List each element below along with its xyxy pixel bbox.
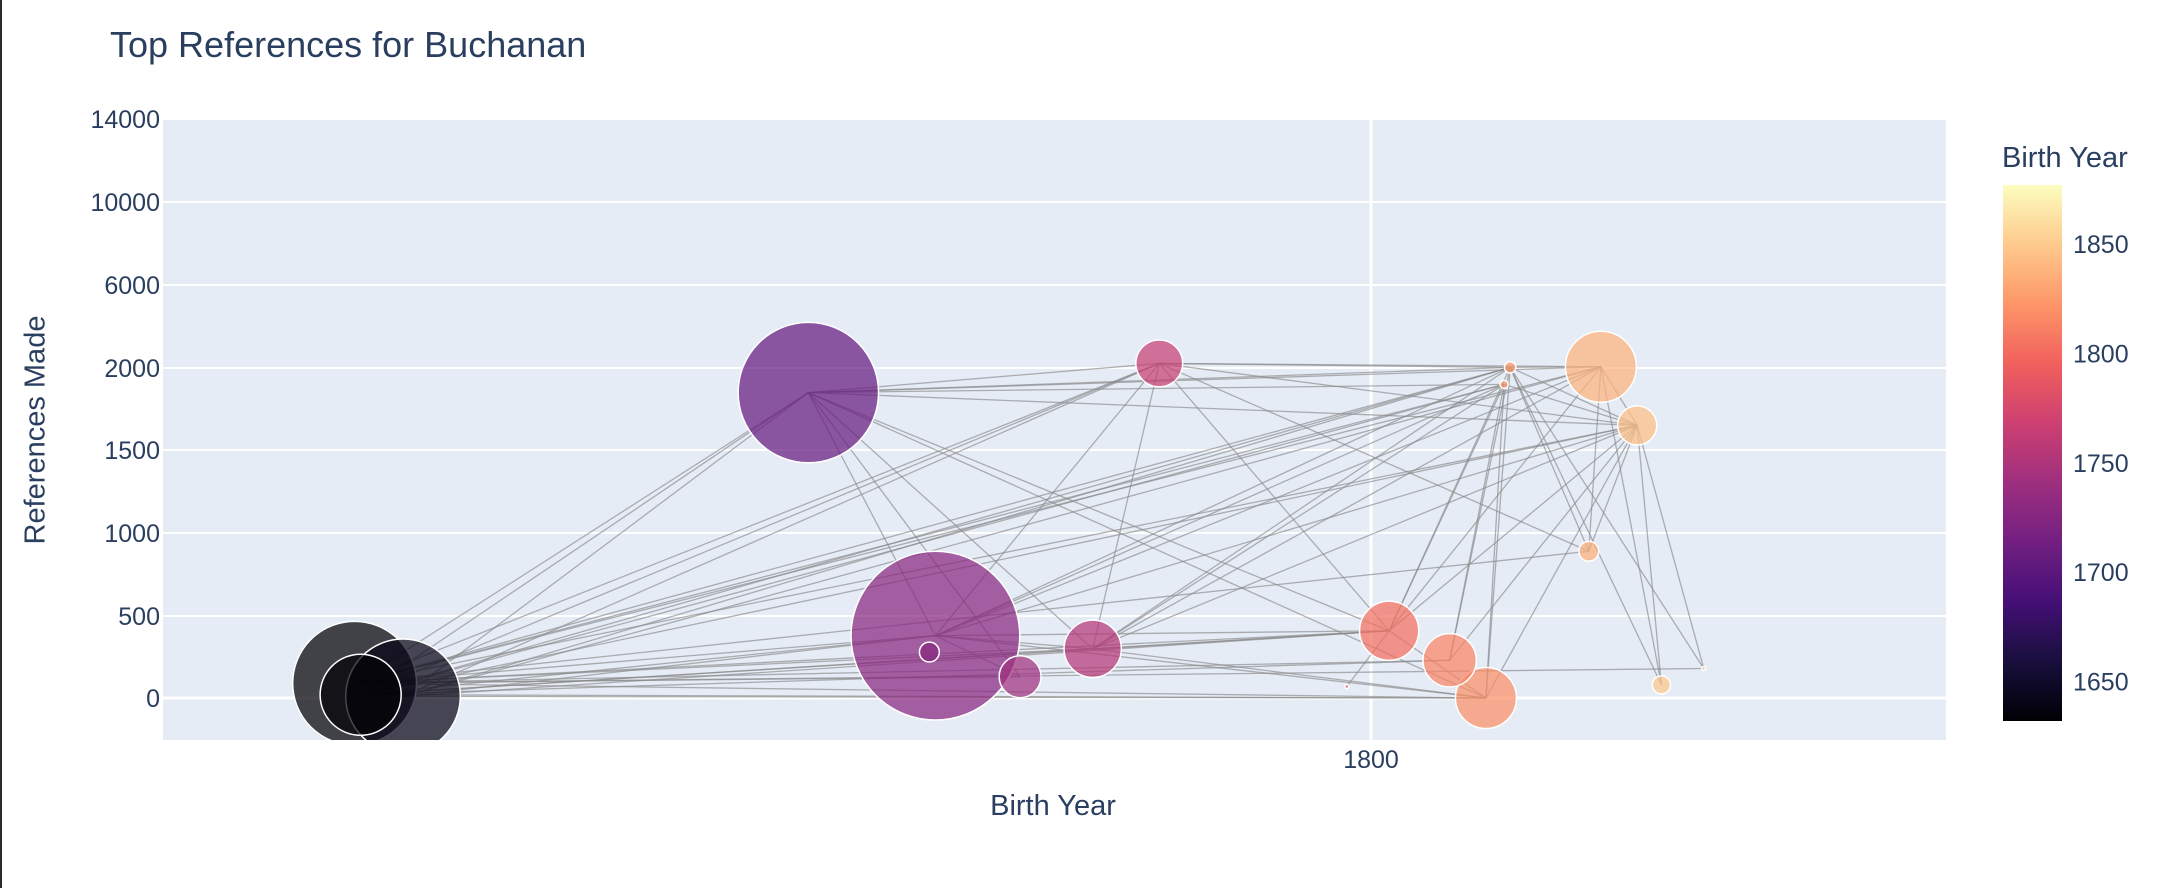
network-edge xyxy=(1159,362,1638,427)
network-edge xyxy=(1485,384,1505,699)
data-point xyxy=(1422,632,1478,688)
colorbar-tick-label: 1850 xyxy=(2073,231,2129,259)
colorbar-title: Birth Year xyxy=(2002,142,2128,174)
data-point xyxy=(1344,683,1350,690)
network-edge xyxy=(1092,383,1505,650)
data-point xyxy=(1358,600,1420,662)
colorbar-ticks: 1650 1700 1750 1800 1850 xyxy=(2073,231,2129,697)
y-tick-label: 500 xyxy=(118,603,160,631)
network-edge xyxy=(808,383,1505,394)
network-edge xyxy=(935,366,1511,637)
network-edge xyxy=(1636,425,1705,669)
y-tick-label: 10000 xyxy=(90,189,160,217)
network-edge xyxy=(360,362,1160,696)
network-edge xyxy=(1485,425,1638,699)
network-edge xyxy=(1092,648,1487,699)
data-point xyxy=(1616,405,1658,446)
network-edge xyxy=(808,366,1601,394)
network-edge xyxy=(935,424,1638,637)
network-edge xyxy=(1449,384,1505,661)
data-point xyxy=(1564,330,1638,403)
network-edge xyxy=(1158,363,1390,632)
network-edge xyxy=(1636,425,1663,685)
network-edge xyxy=(1509,367,1705,669)
colorbar-tick-label: 1700 xyxy=(2073,559,2129,587)
network-edge xyxy=(1388,366,1602,632)
data-points xyxy=(291,321,1707,740)
network-edge xyxy=(1600,366,1663,686)
network-edge xyxy=(1092,424,1638,650)
network-edge xyxy=(1449,424,1638,661)
x-tick-label: 1800 xyxy=(1343,746,1399,774)
y-tick-label: 6000 xyxy=(104,272,160,300)
network-edge xyxy=(1092,366,1511,650)
network-edge xyxy=(354,392,809,684)
data-point xyxy=(1135,339,1184,388)
network-edge xyxy=(935,635,1487,699)
x-axis-title: Birth Year xyxy=(990,790,1116,822)
network-edge xyxy=(360,366,1511,696)
data-point xyxy=(1503,360,1517,374)
data-point xyxy=(1701,665,1707,672)
chart-title: Top References for Buchanan xyxy=(110,24,587,65)
network-edge xyxy=(1092,363,1160,649)
network-edge xyxy=(360,392,809,696)
network-edge xyxy=(1503,383,1638,427)
network-edge xyxy=(1159,362,1601,368)
network-edge xyxy=(402,366,1602,697)
y-tick-label: 2000 xyxy=(104,355,160,383)
network-edge xyxy=(1092,366,1602,650)
colorbar xyxy=(2003,185,2062,721)
network-edge xyxy=(1092,630,1390,650)
y-tick-label: 0 xyxy=(146,685,160,713)
network-edge xyxy=(1485,367,1511,699)
network-edge xyxy=(402,635,936,698)
network-edge xyxy=(402,362,1160,697)
colorbar-tick-label: 1750 xyxy=(2073,450,2129,478)
network-edge xyxy=(354,366,1511,684)
network-edge xyxy=(1509,366,1638,426)
network-edge xyxy=(1588,425,1638,552)
data-point xyxy=(319,653,402,737)
data-point xyxy=(1651,675,1672,695)
network-edge xyxy=(1509,367,1662,686)
network-edge xyxy=(402,392,809,697)
network-edge xyxy=(354,362,1160,684)
window-frame-edge xyxy=(0,0,2,888)
data-point xyxy=(1499,379,1509,390)
data-point xyxy=(1063,619,1123,679)
data-point xyxy=(737,321,880,464)
x-axis-ticks: 1800 xyxy=(1343,746,1399,774)
network-edge xyxy=(354,424,1638,684)
y-axis-ticks: 0 500 1000 1500 2000 6000 10000 14000 xyxy=(90,106,160,713)
network-edge xyxy=(935,383,1505,637)
data-point xyxy=(850,550,1021,721)
data-point xyxy=(918,641,941,663)
network-edge xyxy=(402,366,1511,697)
colorbar-tick-label: 1800 xyxy=(2073,340,2129,368)
network-edge xyxy=(1388,384,1505,632)
y-tick-label: 14000 xyxy=(90,106,160,134)
network-edge xyxy=(1158,362,1590,552)
y-tick-label: 1000 xyxy=(104,520,160,548)
y-tick-label: 1500 xyxy=(104,437,160,465)
network-edge xyxy=(1388,424,1638,632)
data-point xyxy=(1578,540,1600,562)
data-point xyxy=(1454,666,1518,730)
network-edge xyxy=(808,391,1390,632)
data-point xyxy=(998,654,1042,699)
network-edge xyxy=(1509,367,1590,552)
colorbar-tick-label: 1650 xyxy=(2073,669,2129,697)
